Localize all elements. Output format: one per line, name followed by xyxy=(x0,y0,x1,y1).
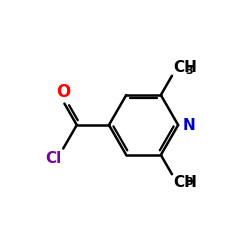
Text: O: O xyxy=(56,82,70,100)
Text: CH: CH xyxy=(173,176,197,190)
Text: Cl: Cl xyxy=(45,150,61,166)
Text: N: N xyxy=(182,118,195,132)
Text: 3: 3 xyxy=(186,66,193,76)
Text: 3: 3 xyxy=(186,177,193,187)
Text: CH: CH xyxy=(173,60,197,74)
